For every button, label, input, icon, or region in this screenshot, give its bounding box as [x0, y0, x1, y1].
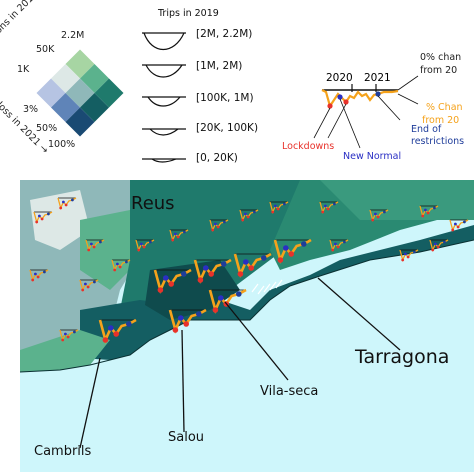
trip-glyph-2	[142, 64, 186, 78]
bivariate-cell	[65, 107, 95, 137]
mobility-glyph	[85, 239, 105, 252]
new-normal-label: New Normal	[343, 151, 402, 162]
trips-legend-item-4: [20K, 100K)	[196, 122, 259, 134]
mobility-glyph	[153, 268, 192, 294]
bivariate-bottom-value-3: 100%	[48, 139, 76, 150]
bivariate-top-value-3: 1K	[17, 64, 30, 75]
trips-legend-item-2: [1M, 2M)	[196, 60, 243, 72]
mobility-glyph	[29, 269, 49, 282]
end-of-label: End of	[411, 124, 442, 135]
mobility-glyph	[419, 205, 439, 218]
timeline-legend	[313, 75, 419, 149]
cambrils-callout	[79, 357, 101, 449]
lockdown-point	[327, 103, 333, 109]
bivariate-bottom-value-2: 50%	[36, 123, 58, 134]
mobility-glyph	[449, 219, 469, 232]
mobility-glyph	[329, 239, 349, 252]
city-label-tarragona: Tarragona	[355, 346, 450, 368]
salou-callout	[181, 329, 185, 433]
map	[20, 180, 474, 472]
bivariate-bottom-value-1: 3%	[23, 104, 39, 115]
pct-change-label-2: from 20	[422, 115, 460, 126]
bivariate-top-value-2: 50K	[36, 44, 55, 55]
restrictions-label: restrictions	[411, 136, 465, 147]
trip-glyph-5	[142, 158, 186, 163]
mobility-glyph	[369, 209, 389, 222]
bivariate-top-value-1: 2.2M	[61, 30, 85, 41]
mobility-glyph	[59, 329, 79, 342]
land-region-green	[80, 210, 140, 290]
mobility-glyph	[193, 258, 232, 284]
mobility-glyph	[135, 239, 155, 252]
mobility-glyph	[168, 308, 207, 334]
zero-change-label-2: from 20	[420, 65, 458, 76]
mobility-glyph	[57, 197, 77, 210]
trips-legend-item-5: [0, 20K)	[196, 152, 238, 164]
land-region-southwest	[20, 330, 110, 372]
mobility-glyph	[33, 211, 53, 224]
mobility-glyph	[111, 259, 131, 272]
trip-glyph-3	[142, 96, 186, 107]
city-label-salou: Salou	[168, 430, 205, 445]
lockdowns-label: Lockdowns	[282, 141, 335, 152]
coastline	[20, 239, 474, 373]
mobility-glyph	[399, 249, 419, 262]
mobility-glyph	[98, 318, 137, 344]
callout-lines	[79, 277, 401, 449]
land-region-northeast	[320, 180, 474, 220]
trips-legend-item-1: [2M, 2.2M)	[196, 28, 253, 40]
trips-legend-glyphs	[142, 32, 186, 163]
vila-seca-callout	[224, 301, 289, 381]
new-normal-point	[337, 94, 343, 100]
city-label-vila-seca: Vila-seca	[260, 384, 319, 399]
mobility-glyph	[319, 201, 339, 214]
timeline-year-2020: 2020	[326, 72, 353, 84]
mobility-glyph	[169, 229, 189, 242]
zero-change-label-1: 0% chan	[420, 52, 462, 63]
port	[251, 279, 283, 295]
lockdown-point	[343, 99, 349, 105]
mobility-glyph	[79, 279, 99, 292]
trips-legend-item-3: [100K, 1M)	[196, 92, 254, 104]
mobility-glyph	[269, 201, 289, 214]
land-region-light	[30, 190, 90, 250]
end-restrictions-point	[375, 91, 381, 97]
mobility-glyph	[233, 252, 272, 278]
mobility-glyph	[209, 219, 229, 232]
city-label-reus: Reus	[131, 193, 175, 214]
trip-glyph-1	[142, 32, 186, 50]
bivariate-legend	[36, 49, 124, 137]
timeline-year-2021: 2021	[364, 72, 391, 84]
timeline-change-line	[321, 89, 399, 109]
trips-legend-title: Trips in 2019	[158, 8, 219, 19]
mobility-glyph	[429, 239, 449, 252]
mobility-glyph	[273, 238, 312, 264]
city-label-cambrils: Cambrils	[34, 444, 92, 459]
pct-change-label-1: % Chan	[426, 102, 463, 113]
trip-glyph-4	[142, 128, 186, 136]
tarragona-callout	[317, 277, 401, 351]
mobility-glyph	[239, 209, 259, 222]
